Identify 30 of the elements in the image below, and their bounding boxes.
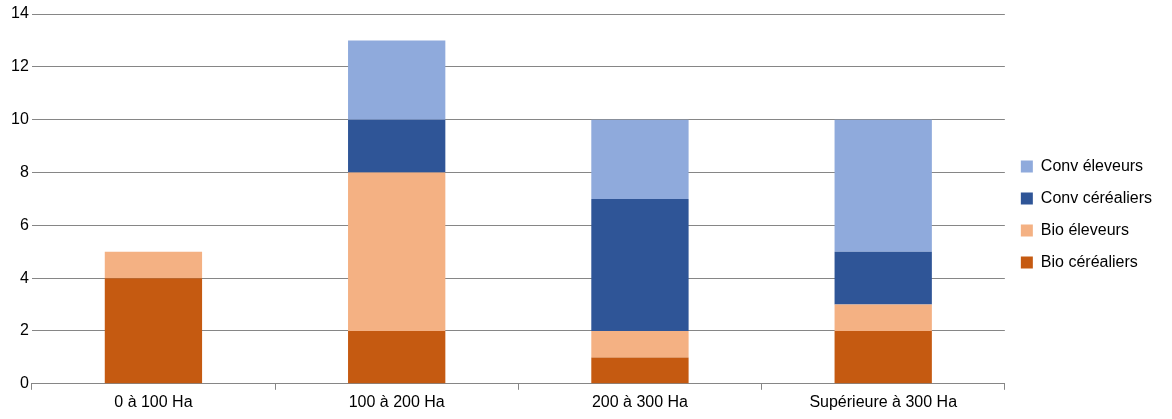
bar	[348, 119, 446, 173]
bar	[591, 330, 689, 358]
legend-label: Bio éleveurs	[1040, 220, 1129, 238]
bar	[348, 40, 446, 120]
y-tick-label: 4	[19, 268, 29, 286]
y-tick-label: 10	[11, 110, 29, 128]
legend-label: Conv éleveurs	[1040, 156, 1144, 174]
x-tick-label: 100 à 200 Ha	[348, 392, 445, 410]
x-tick-label: Supérieure à 300 Ha	[809, 392, 958, 410]
y-tick-label: 14	[11, 4, 29, 22]
bar	[591, 119, 689, 199]
bar	[104, 251, 203, 279]
bar	[348, 172, 446, 331]
bar	[591, 198, 689, 331]
y-tick-label: 6	[19, 215, 29, 233]
y-tick-label: 12	[11, 57, 29, 75]
y-tick-label: 0	[19, 374, 29, 392]
bar	[834, 119, 932, 252]
bar	[834, 251, 932, 305]
x-tick-label: 200 à 300 Ha	[591, 392, 689, 410]
x-tick-label: 0 à 100 Ha	[114, 392, 193, 410]
y-tick-label: 2	[19, 321, 29, 339]
bar	[591, 357, 689, 384]
y-tick-label: 8	[19, 162, 29, 180]
bar	[348, 330, 446, 384]
legend-label: Bio céréaliers	[1040, 252, 1138, 270]
bar	[104, 278, 203, 384]
bar	[834, 330, 932, 384]
legend-label: Conv céréaliers	[1040, 188, 1152, 206]
bar	[834, 304, 932, 331]
